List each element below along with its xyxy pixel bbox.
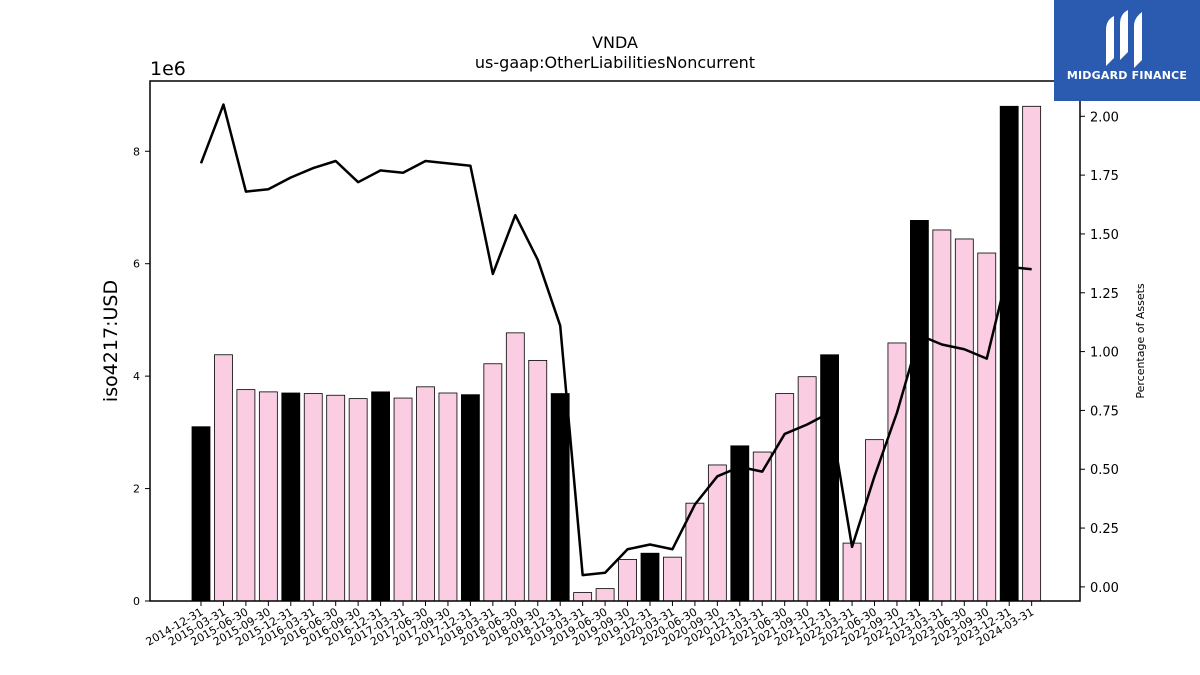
chart-subtitle: us-gaap:OtherLiabilitiesNoncurrent — [475, 53, 755, 72]
bar-2021-12-31 — [820, 354, 839, 602]
bar-2015-03-31 — [214, 354, 233, 602]
y2-tick-label: 1.00 — [1090, 346, 1119, 361]
bar-2022-09-30 — [887, 342, 907, 602]
bar-2017-03-31 — [393, 397, 413, 602]
bar-2016-12-31 — [371, 391, 391, 602]
bars-group — [191, 105, 1042, 602]
bar-2021-09-30 — [797, 376, 817, 602]
y-offset-label: 1e6 — [150, 58, 186, 80]
bar-2023-03-31 — [932, 229, 952, 602]
bar-2023-09-30 — [977, 252, 997, 602]
bar-2016-09-30 — [348, 398, 368, 602]
bar-2015-12-31 — [281, 392, 301, 602]
bar-2018-06-30 — [505, 332, 525, 602]
bar-2017-12-31 — [460, 394, 480, 602]
bar-2022-06-30 — [865, 439, 884, 602]
y2-axis-label: Percentage of Assets — [1134, 283, 1147, 399]
bar-2017-06-30 — [416, 386, 435, 602]
bar-2017-09-30 — [438, 392, 458, 602]
y2-tick-label: 0.75 — [1090, 404, 1119, 419]
bar-2019-03-31 — [573, 592, 593, 602]
bar-2018-12-31 — [550, 393, 570, 602]
plot-frame — [149, 80, 1081, 602]
y2-tick-label: 0.00 — [1090, 581, 1119, 596]
bar-2016-06-30 — [326, 394, 346, 602]
y-tick-label: 4 — [133, 370, 140, 383]
bar-2023-06-30 — [954, 238, 974, 602]
bar-2019-09-30 — [618, 559, 637, 602]
y2-tick-label: 1.50 — [1090, 228, 1119, 243]
bar-2019-12-31 — [640, 552, 660, 602]
y2-tick-label: 0.25 — [1090, 522, 1119, 537]
logo-mark-icon — [1106, 10, 1142, 68]
chart-title: VNDA — [592, 33, 638, 52]
bar-2024-03-31 — [1022, 105, 1042, 602]
bar-2015-06-30 — [236, 389, 256, 602]
y-axis-label: iso4217:USD — [100, 280, 122, 402]
bar-2021-03-31 — [752, 451, 772, 602]
bar-2019-06-30 — [595, 588, 615, 602]
y2-tick-label: 2.00 — [1090, 110, 1119, 125]
percentage-of-assets-line — [199, 103, 1032, 577]
line-group — [199, 103, 1032, 577]
bar-2014-12-31 — [191, 426, 211, 602]
logo-text: MIDGARD FINANCE — [1066, 69, 1188, 82]
bar-2018-09-30 — [528, 359, 548, 602]
y2-tick-label: 1.75 — [1090, 169, 1119, 184]
y-tick-label: 2 — [133, 483, 140, 496]
bar-2022-03-31 — [842, 542, 862, 602]
midgard-finance-logo: MIDGARD FINANCE — [1054, 0, 1200, 101]
y-tick-label: 6 — [133, 258, 140, 271]
bar-2015-09-30 — [258, 391, 278, 602]
bar-2016-03-31 — [303, 393, 323, 602]
bar-2022-12-31 — [910, 220, 929, 602]
bar-2023-12-31 — [999, 105, 1019, 602]
axes-group: 0 2 4 6 8 0.00 0.25 0.50 0.75 1.00 1.25 1.50 1.75 2.0… — [133, 80, 1119, 649]
bar-2021-06-30 — [775, 393, 795, 602]
y2-tick-label: 0.50 — [1090, 463, 1119, 478]
y2-tick-label: 1.25 — [1090, 287, 1119, 302]
y-tick-label: 8 — [133, 145, 140, 158]
y-tick-label: 0 — [133, 595, 140, 608]
bar-2018-03-31 — [483, 363, 503, 602]
bar-2020-03-31 — [663, 556, 682, 602]
